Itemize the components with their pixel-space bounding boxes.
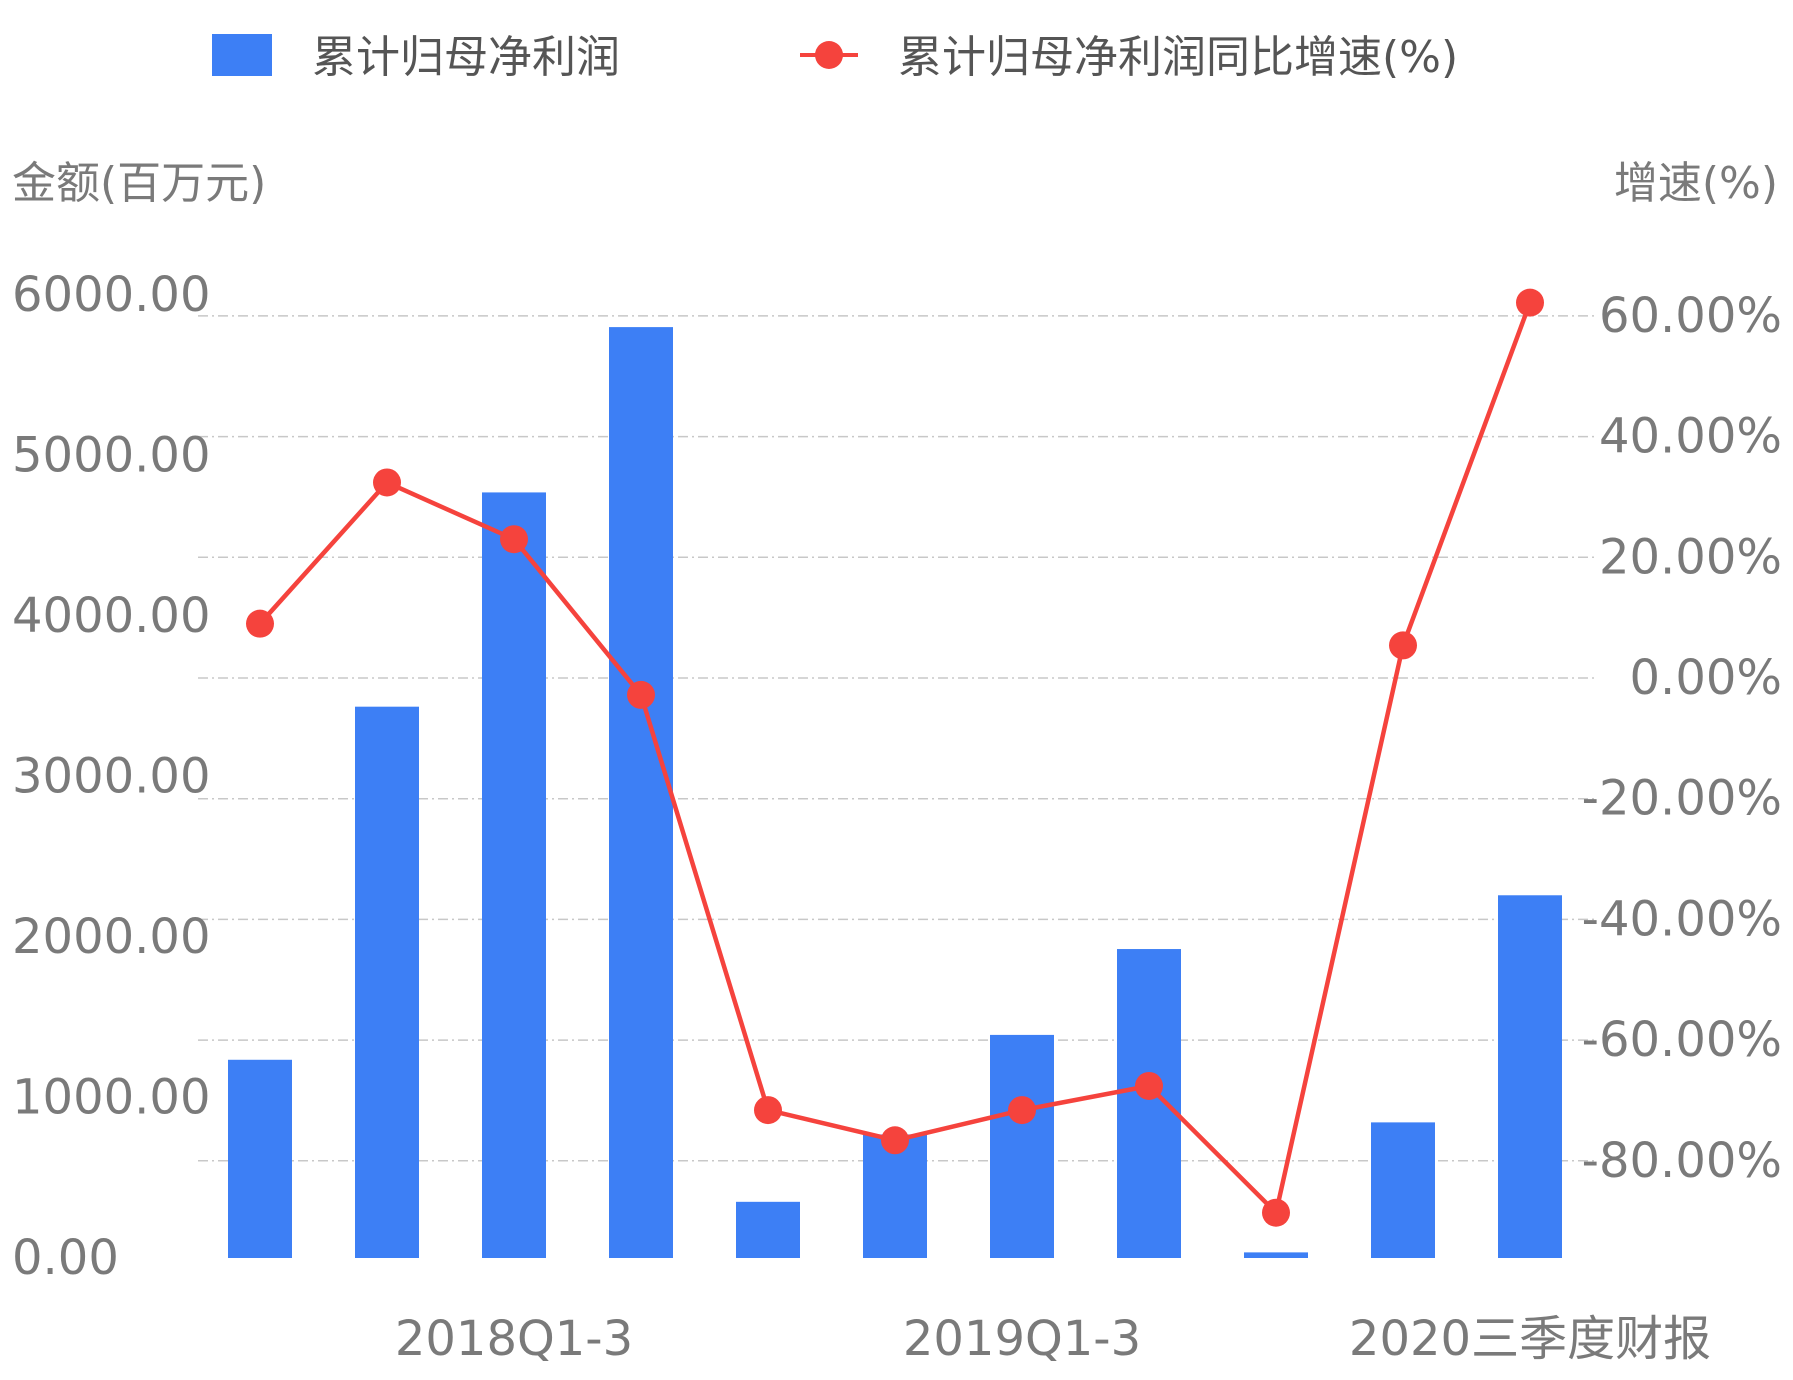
y-right-tick-label: -80.00% (1582, 1133, 1782, 1189)
y-right-tick-label: 60.00% (1599, 288, 1782, 344)
legend-line-label: 累计归母净利润同比增速(%) (898, 32, 1458, 83)
x-tick-label: 2018Q1-3 (395, 1311, 633, 1367)
bar (736, 1201, 800, 1258)
growth-line (258, 301, 1533, 1215)
bar (990, 1034, 1054, 1258)
line-point (373, 468, 401, 497)
bar (863, 1134, 927, 1258)
line-point (881, 1126, 909, 1155)
legend-bar-swatch (212, 34, 272, 76)
line-point (1516, 288, 1544, 317)
bar (355, 706, 419, 1258)
line-point (1135, 1071, 1163, 1100)
y-left-tick-label: 0.00 (12, 1230, 119, 1286)
y-left-tick-label: 3000.00 (12, 749, 211, 805)
x-tick-label: 2019Q1-3 (903, 1311, 1141, 1367)
bar (1244, 1252, 1308, 1258)
y-axis-right-title: 增速(%) (1614, 158, 1778, 209)
y-right-tick-label: 0.00% (1630, 650, 1782, 706)
line-point (627, 680, 655, 709)
y-axis-left-title: 金额(百万元) (12, 158, 266, 209)
line-point (754, 1096, 782, 1125)
y-right-tick-label: -60.00% (1582, 1012, 1782, 1068)
bar-series (228, 327, 1562, 1259)
y-right-tick-label: 20.00% (1599, 529, 1782, 585)
legend-line-marker (815, 41, 843, 69)
legend: 累计归母净利润 累计归母净利润同比增速(%) (212, 32, 1458, 83)
y-left-tick-label: 4000.00 (12, 588, 211, 644)
bar (228, 1059, 292, 1258)
line-point (1389, 631, 1417, 660)
line-point (500, 525, 528, 554)
bar (1371, 1122, 1435, 1258)
y-left-tick-label: 1000.00 (12, 1070, 211, 1126)
y-right-tick-label: -40.00% (1582, 891, 1782, 947)
x-axis-ticks: 2018Q1-3 2019Q1-3 2020三季度财报 (395, 1311, 1711, 1367)
bar (482, 492, 546, 1258)
x-tick-label: 2020三季度财报 (1349, 1311, 1711, 1367)
line-point (246, 609, 274, 638)
bar (1498, 895, 1562, 1258)
y-left-tick-label: 6000.00 (12, 267, 211, 323)
y-left-tick-label: 5000.00 (12, 428, 211, 484)
bar (1117, 949, 1181, 1258)
y-right-tick-label: -20.00% (1582, 771, 1782, 827)
line-point (1008, 1096, 1036, 1125)
y-left-tick-label: 2000.00 (12, 909, 211, 965)
y-right-tick-label: 40.00% (1599, 409, 1782, 465)
y-axis-right-ticks: -80.00% -60.00% -40.00% -20.00% 0.00% 20.00% 4… (1582, 288, 1782, 1189)
line-point (1262, 1198, 1290, 1227)
legend-bar-label: 累计归母净利润 (312, 32, 620, 83)
line-series (246, 288, 1544, 1227)
bar (609, 327, 673, 1259)
y-axis-left-ticks: 0.00 1000.00 2000.00 3000.00 4000.00 5000.00 6… (12, 267, 211, 1286)
